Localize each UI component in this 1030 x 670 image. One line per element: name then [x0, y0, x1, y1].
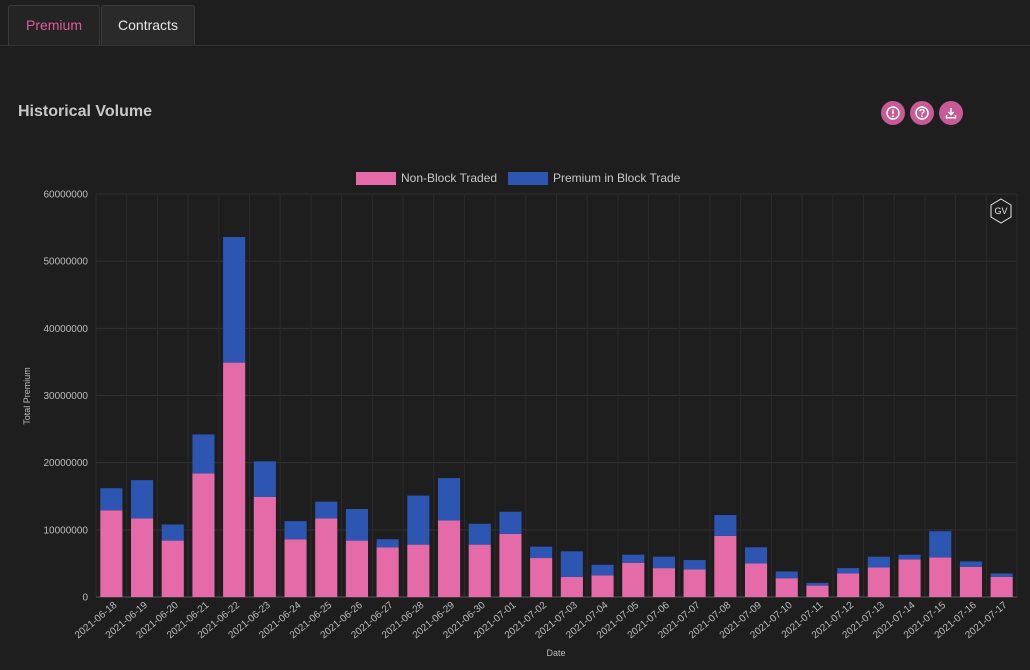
bar-non-block[interactable]	[345, 540, 369, 597]
legend-swatch-non-block[interactable]	[356, 172, 396, 185]
tab-premium[interactable]: Premium	[8, 5, 100, 45]
alert-icon	[886, 106, 900, 120]
bar-block-trade[interactable]	[100, 488, 123, 511]
bar-non-block[interactable]	[130, 518, 154, 597]
bar-non-block[interactable]	[806, 585, 829, 597]
help-button[interactable]	[910, 101, 934, 125]
y-tick-label: 40000000	[44, 324, 89, 335]
x-axis: 2021-06-182021-06-192021-06-202021-06-21…	[73, 600, 1010, 642]
bar-block-trade[interactable]	[284, 521, 307, 540]
download-button[interactable]	[939, 101, 963, 125]
legend-label-block-trade[interactable]: Premium in Block Trade	[553, 171, 681, 185]
bar-non-block[interactable]	[622, 562, 645, 597]
bar-block-trade[interactable]	[192, 434, 215, 474]
bar-block-trade[interactable]	[959, 561, 983, 567]
bar-block-trade[interactable]	[253, 461, 276, 497]
y-tick-label: 0	[82, 593, 88, 604]
bar-block-trade[interactable]	[407, 495, 430, 545]
bar-block-trade[interactable]	[591, 564, 614, 576]
legend-swatch-block-trade[interactable]	[508, 172, 548, 185]
bar-block-trade[interactable]	[530, 546, 553, 559]
chart-grid	[95, 193, 1018, 598]
bar-non-block[interactable]	[652, 568, 676, 597]
bar-non-block[interactable]	[959, 566, 983, 597]
help-icon	[915, 106, 929, 120]
bar-non-block[interactable]	[898, 559, 921, 597]
bar-block-trade[interactable]	[714, 515, 737, 536]
gv-badge[interactable]: GV	[990, 198, 1012, 224]
bar-non-block[interactable]	[407, 544, 430, 597]
bar-non-block[interactable]	[499, 533, 522, 597]
alert-button[interactable]	[881, 101, 905, 125]
bar-non-block[interactable]	[437, 520, 461, 597]
x-axis-label: Date	[546, 648, 565, 658]
bar-non-block[interactable]	[161, 540, 184, 597]
bar-non-block[interactable]	[223, 362, 246, 597]
bar-non-block[interactable]	[929, 557, 952, 597]
bar-block-trade[interactable]	[806, 582, 829, 586]
bar-block-trade[interactable]	[315, 501, 338, 519]
y-tick-label: 10000000	[44, 525, 89, 536]
tab-bar: Premium Contracts	[0, 0, 1030, 46]
bar-non-block[interactable]	[837, 573, 860, 597]
bar-non-block[interactable]	[376, 547, 399, 597]
bar-block-trade[interactable]	[898, 554, 921, 560]
bar-non-block[interactable]	[744, 563, 768, 597]
bar-non-block[interactable]	[253, 496, 276, 597]
bar-non-block[interactable]	[867, 567, 890, 597]
bar-non-block[interactable]	[284, 539, 307, 597]
bar-block-trade[interactable]	[560, 551, 583, 577]
bar-block-trade[interactable]	[161, 524, 184, 541]
y-axis: 0 10000000 20000000 30000000 40000000 5000000…	[44, 190, 89, 604]
bar-non-block[interactable]	[775, 578, 798, 597]
bar-block-trade[interactable]	[867, 556, 890, 568]
bar-non-block[interactable]	[530, 558, 553, 597]
bar-block-trade[interactable]	[437, 478, 461, 521]
bar-block-trade[interactable]	[223, 236, 246, 363]
page-title: Historical Volume	[18, 103, 152, 120]
bar-non-block[interactable]	[990, 576, 1013, 597]
bar-block-trade[interactable]	[468, 523, 491, 545]
bar-block-trade[interactable]	[345, 509, 369, 541]
bar-non-block[interactable]	[192, 473, 215, 597]
bar-block-trade[interactable]	[376, 539, 399, 548]
bar-block-trade[interactable]	[837, 568, 860, 574]
bar-non-block[interactable]	[100, 510, 123, 597]
bar-block-trade[interactable]	[990, 573, 1013, 577]
y-tick-label: 30000000	[44, 391, 89, 402]
bar-non-block[interactable]	[714, 535, 737, 597]
tab-contracts[interactable]: Contracts	[101, 5, 195, 45]
bar-block-trade[interactable]	[622, 554, 645, 563]
bar-block-trade[interactable]	[744, 547, 768, 564]
y-tick-label: 50000000	[44, 257, 89, 268]
bar-non-block[interactable]	[468, 544, 491, 597]
y-tick-label: 20000000	[44, 458, 89, 469]
bar-block-trade[interactable]	[652, 556, 676, 569]
chart-bars	[100, 236, 1013, 597]
bar-block-trade[interactable]	[130, 480, 154, 519]
bar-non-block[interactable]	[591, 575, 614, 597]
bar-block-trade[interactable]	[499, 511, 522, 534]
chart-legend: Non-Block Traded Premium in Block Trade	[356, 171, 681, 185]
bar-block-trade[interactable]	[929, 531, 952, 558]
y-tick-label: 60000000	[44, 190, 89, 201]
legend-label-non-block[interactable]: Non-Block Traded	[401, 171, 497, 185]
bar-non-block[interactable]	[560, 576, 583, 597]
bar-block-trade[interactable]	[775, 571, 798, 579]
download-icon	[945, 108, 957, 119]
gv-badge-label: GV	[994, 206, 1007, 216]
bar-block-trade[interactable]	[683, 560, 706, 570]
bar-non-block[interactable]	[315, 518, 338, 597]
y-axis-label: Total Premium	[22, 367, 32, 425]
bar-non-block[interactable]	[683, 569, 706, 597]
